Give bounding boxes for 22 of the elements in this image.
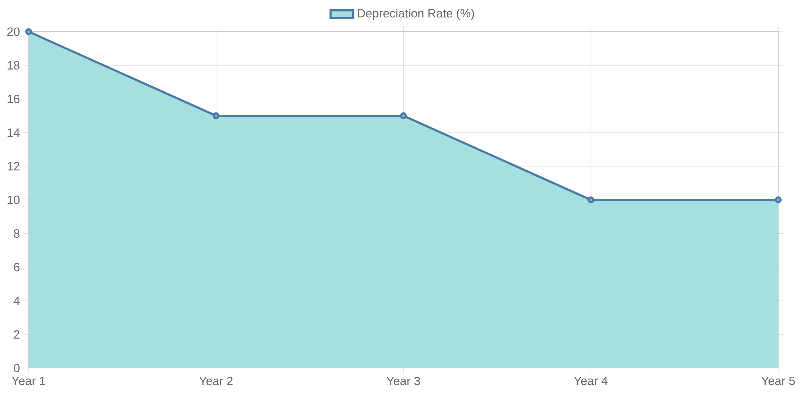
x-tick-label: Year 1 bbox=[12, 376, 46, 386]
y-tick-label: 18 bbox=[8, 61, 20, 70]
point bbox=[25, 28, 32, 36]
y-tick-label: 20 bbox=[8, 28, 20, 36]
y-tick-label: 4 bbox=[14, 296, 20, 306]
x-tick-label: Year 5 bbox=[762, 376, 796, 386]
point bbox=[400, 112, 408, 120]
point bbox=[212, 112, 220, 120]
y-tick-label: 8 bbox=[14, 229, 20, 238]
point bbox=[588, 196, 595, 204]
y-tick-label: 16 bbox=[8, 94, 20, 104]
legend-label: Depreciation Rate (%) bbox=[358, 8, 474, 20]
x-tick-label: Year 4 bbox=[574, 376, 608, 386]
y-tick-label: 12 bbox=[8, 162, 20, 171]
x-tick-label: Year 3 bbox=[386, 376, 420, 386]
y-tick-label: 6 bbox=[14, 263, 20, 272]
y-tick-label: 0 bbox=[14, 364, 20, 372]
y-tick-label: 2 bbox=[14, 330, 20, 339]
x-tick-label: Year 2 bbox=[200, 376, 233, 386]
y-tick-label: 10 bbox=[8, 196, 20, 204]
y-tick-label: 14 bbox=[8, 128, 20, 137]
point bbox=[775, 196, 782, 204]
